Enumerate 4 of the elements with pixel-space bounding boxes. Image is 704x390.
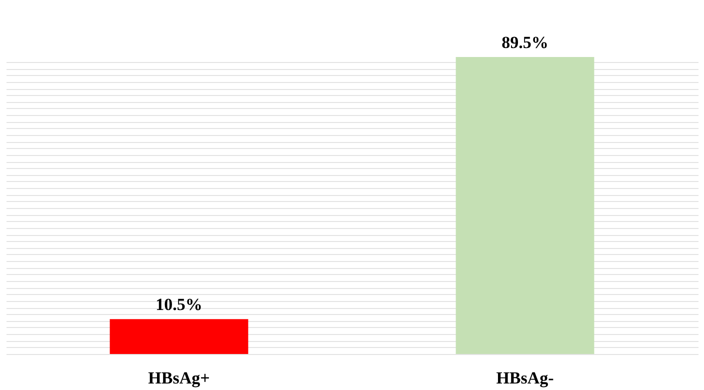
x-tick-label: HBsAg- — [496, 368, 554, 388]
data-label: 10.5% — [156, 295, 202, 314]
data-label: 89.5% — [502, 33, 548, 52]
x-tick-label: HBsAg+ — [148, 368, 210, 388]
